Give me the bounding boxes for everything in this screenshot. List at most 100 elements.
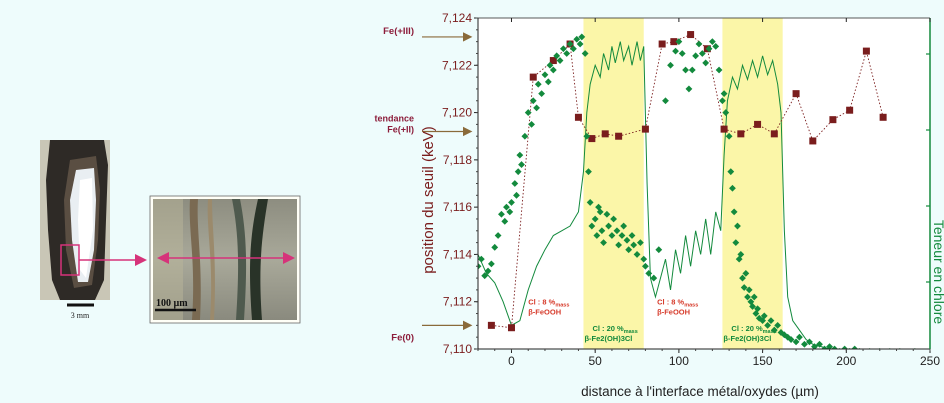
edge-point-2 xyxy=(529,73,537,81)
chlorine-point-116 xyxy=(796,333,803,341)
chlorine-point-88 xyxy=(729,184,736,192)
chlorine-point-102 xyxy=(752,310,760,317)
chlorine-point-61 xyxy=(636,239,644,247)
edge-point-20 xyxy=(829,116,837,124)
annotation-sub-1: mass xyxy=(684,303,698,309)
chlorine-point-109 xyxy=(770,326,778,334)
chlorine-point-138 xyxy=(907,350,914,357)
chlorine-point-117 xyxy=(801,340,808,348)
chlorine-point-23 xyxy=(538,90,546,98)
chlorine-point-121 xyxy=(821,345,828,349)
chlorine-point-98 xyxy=(745,286,753,294)
y-axis-label: position du seuil (keV) xyxy=(420,126,437,274)
chlorine-point-40 xyxy=(586,199,594,206)
x-tick-label-3: 150 xyxy=(753,354,773,368)
edge-point-7 xyxy=(601,130,609,138)
chlorine-point-45 xyxy=(596,208,604,216)
edge-point-0 xyxy=(487,321,495,329)
chlorine-point-131 xyxy=(871,350,878,357)
edge-point-21 xyxy=(846,106,854,114)
ref-label-0: Fe(+III) xyxy=(383,26,414,37)
chlorine-point-81 xyxy=(712,42,720,50)
chlorine-point-13 xyxy=(513,191,520,199)
y-tick-label-2: 7,114 xyxy=(443,247,472,261)
chlorine-point-46 xyxy=(598,227,606,235)
x-tick-label-2: 100 xyxy=(669,354,689,368)
chlorine-point-56 xyxy=(623,236,631,244)
chlorine-point-119 xyxy=(811,343,818,349)
chlorine-point-5 xyxy=(491,243,499,251)
chlorine-point-11 xyxy=(508,199,515,206)
edge-point-11 xyxy=(670,38,678,46)
chlorine-point-69 xyxy=(672,47,679,55)
edge-point-22 xyxy=(862,47,870,55)
chlorine-point-41 xyxy=(588,222,596,230)
chlorine-point-83 xyxy=(719,97,726,105)
chlorine-point-95 xyxy=(740,284,748,291)
chlorine-point-55 xyxy=(620,222,628,230)
chlorine-line-series xyxy=(478,41,840,349)
chlorine-point-94 xyxy=(739,274,746,282)
chlorine-point-52 xyxy=(613,227,621,235)
highlight-band-0 xyxy=(583,18,644,349)
chlorine-point-97 xyxy=(744,293,751,301)
chlorine-point-86 xyxy=(725,132,733,140)
chlorine-point-104 xyxy=(755,314,763,322)
chlorine-point-49 xyxy=(605,222,612,230)
edge-point-17 xyxy=(770,130,778,138)
chlorine-point-36 xyxy=(578,33,586,41)
chlorine-point-120 xyxy=(816,340,823,348)
chlorine-point-71 xyxy=(678,50,686,57)
y-tick-label-7: 7,124 xyxy=(442,11,472,25)
chlorine-point-0 xyxy=(478,262,482,270)
chlorine-point-110 xyxy=(774,321,782,329)
chlorine-point-59 xyxy=(630,241,638,249)
chlorine-point-103 xyxy=(754,305,761,313)
sample-photo-left: 3 mm xyxy=(40,140,110,320)
ref-label-line1-1: tendance xyxy=(374,113,414,123)
chlorine-point-78 xyxy=(702,59,710,67)
chlorine-point-80 xyxy=(708,38,716,46)
chlorine-point-127 xyxy=(851,345,859,349)
chlorine-point-50 xyxy=(608,232,616,239)
chlorine-point-91 xyxy=(734,222,741,230)
chlorine-point-27 xyxy=(549,66,557,74)
chlorine-point-19 xyxy=(528,120,535,128)
band-label-sub-1: mass xyxy=(763,329,777,335)
chlorine-point-18 xyxy=(524,109,532,116)
annotation-phase-0: β-FeOOH xyxy=(528,308,561,317)
chlorine-point-133 xyxy=(881,350,888,357)
ref-label-1: tendance Fe(+II) xyxy=(374,113,414,134)
chlorine-point-85 xyxy=(722,109,730,116)
chlorine-point-90 xyxy=(732,239,740,247)
chlorine-point-93 xyxy=(737,251,745,258)
y-tick-label-0: 7,110 xyxy=(443,342,472,356)
band-label-phase-0: β-Fe2(OH)3Cl xyxy=(584,334,632,343)
chlorine-point-25 xyxy=(544,78,552,86)
chlorine-point-57 xyxy=(625,246,633,254)
chlorine-point-62 xyxy=(640,255,648,263)
chlorine-point-87 xyxy=(727,168,735,176)
chlorine-point-43 xyxy=(593,232,601,239)
chlorine-point-32 xyxy=(566,40,574,48)
edge-point-18 xyxy=(792,90,800,98)
chlorine-point-14 xyxy=(514,168,522,176)
chlorine-point-4 xyxy=(487,260,495,268)
chlorine-point-47 xyxy=(600,239,607,247)
edge-point-14 xyxy=(720,125,728,133)
chlorine-point-125 xyxy=(841,345,849,349)
chlorine-point-2 xyxy=(481,272,489,280)
chlorine-point-58 xyxy=(628,232,636,239)
chlorine-point-12 xyxy=(511,180,519,187)
chlorine-point-106 xyxy=(760,312,768,320)
chlorine-point-122 xyxy=(826,343,833,349)
chlorine-point-54 xyxy=(618,232,626,239)
chlorine-point-67 xyxy=(662,97,669,105)
chlorine-point-114 xyxy=(787,336,795,343)
chlorine-point-137 xyxy=(901,350,908,357)
chlorine-point-135 xyxy=(891,350,898,357)
y-tick-label-6: 7,122 xyxy=(442,58,472,72)
